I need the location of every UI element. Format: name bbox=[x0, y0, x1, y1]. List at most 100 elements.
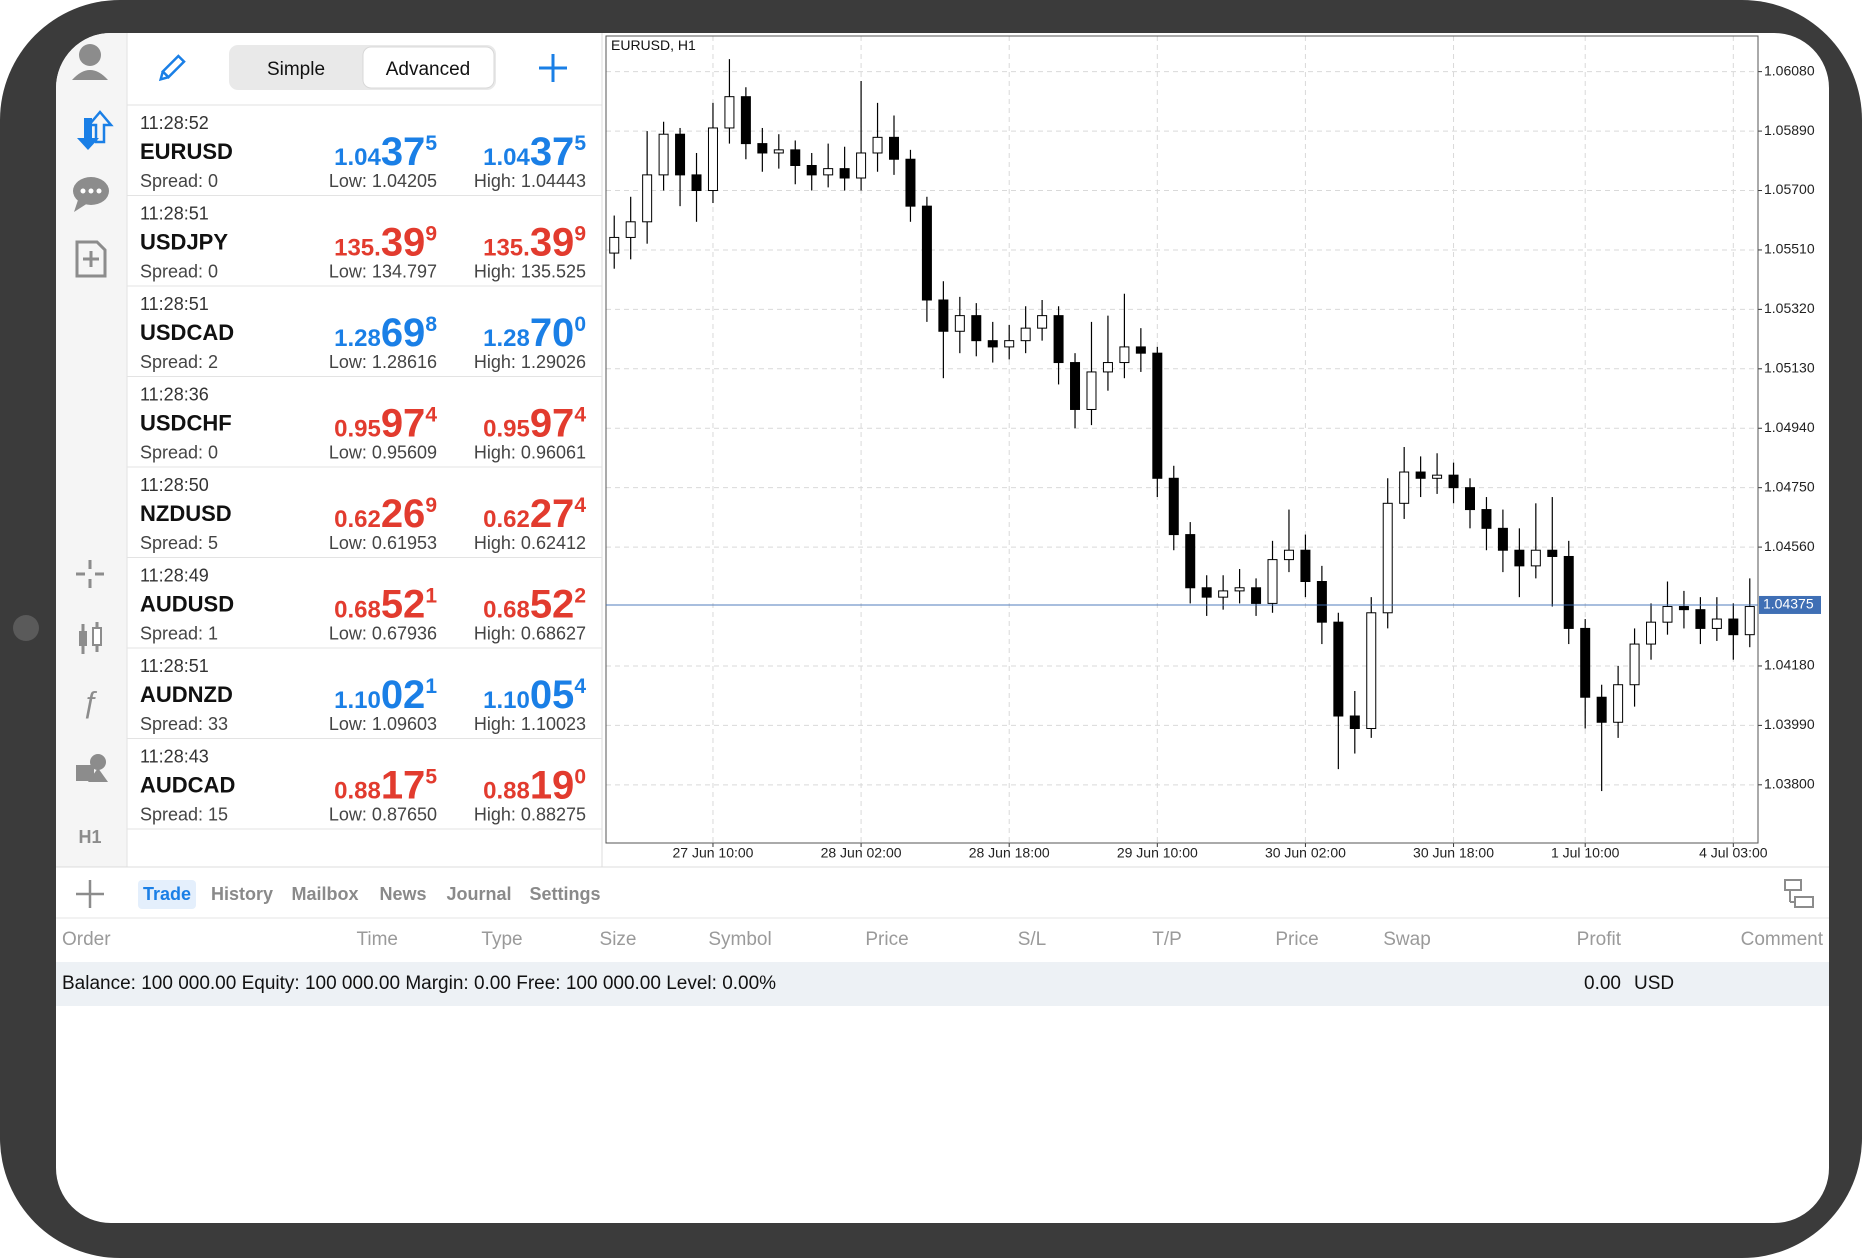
candle-body bbox=[1316, 581, 1327, 623]
price-head: 1.28 bbox=[483, 325, 530, 352]
chart-title: EURUSD, H1 bbox=[611, 37, 696, 53]
x-tick-label: 28 Jun 02:00 bbox=[821, 845, 902, 861]
price-head: 135. bbox=[334, 235, 381, 262]
plus-icon[interactable] bbox=[539, 54, 567, 82]
x-tick-label: 1 Jul 10:00 bbox=[1551, 845, 1620, 861]
timeframe[interactable]: H1 bbox=[78, 827, 101, 847]
quote-high: High: 0.96061 bbox=[474, 443, 586, 463]
crosshair-icon[interactable] bbox=[76, 560, 104, 588]
x-tick-label: 28 Jun 18:00 bbox=[969, 845, 1050, 861]
chart-type-icon[interactable] bbox=[79, 622, 102, 654]
price-tail: 9 bbox=[574, 223, 586, 246]
candle-body bbox=[856, 152, 867, 179]
pencil-icon[interactable] bbox=[158, 54, 186, 82]
price: 0.95974 bbox=[334, 402, 437, 446]
candle-body bbox=[1530, 549, 1541, 567]
candle-body bbox=[1563, 555, 1574, 629]
price: 1.28700 bbox=[483, 311, 586, 355]
candle-body bbox=[1744, 606, 1755, 636]
y-tick-label: 1.05700 bbox=[1764, 181, 1815, 197]
quotes-icon[interactable] bbox=[77, 110, 114, 150]
price-big: 70 bbox=[530, 311, 575, 355]
candle-body bbox=[625, 221, 636, 238]
quote-spread: Spread: 2 bbox=[140, 352, 218, 372]
candle-body bbox=[1448, 474, 1459, 489]
y-tick-label: 1.03990 bbox=[1764, 716, 1815, 732]
column-header: Type bbox=[481, 929, 522, 950]
price: 0.95974 bbox=[483, 402, 586, 446]
candle-body bbox=[1053, 315, 1064, 364]
quote-high: High: 1.10023 bbox=[474, 714, 586, 734]
mode-button[interactable]: Advanced bbox=[386, 59, 471, 80]
candle-body bbox=[1580, 627, 1591, 698]
new-order-icon[interactable] bbox=[75, 240, 107, 278]
price-head: 0.88 bbox=[334, 778, 381, 805]
quote-spread: Spread: 0 bbox=[140, 171, 218, 191]
price-head: 1.28 bbox=[334, 325, 381, 352]
candle-body bbox=[938, 299, 949, 332]
tab[interactable]: News bbox=[379, 884, 426, 904]
price-big: 52 bbox=[381, 583, 426, 627]
mode-button[interactable]: Simple bbox=[267, 59, 325, 80]
price: 0.88175 bbox=[334, 764, 437, 808]
tab-active-bg bbox=[138, 880, 196, 909]
content: Simple Advanced 11:28:52 EURUSD Spread: 0 1.0… bbox=[62, 35, 1824, 994]
quote-time: 11:28:49 bbox=[140, 566, 209, 586]
column-header: Swap bbox=[1383, 929, 1431, 950]
price: 0.68521 bbox=[334, 583, 437, 627]
price-head: 0.88 bbox=[483, 778, 530, 805]
quote-symbol: AUDCAD bbox=[140, 773, 235, 798]
tab[interactable]: Settings bbox=[529, 884, 600, 904]
y-tick-label: 1.05510 bbox=[1764, 241, 1815, 257]
candle-body bbox=[872, 136, 883, 154]
summary-bg bbox=[56, 962, 1829, 1006]
candle-body bbox=[1613, 684, 1624, 723]
quote-symbol: EURUSD bbox=[140, 139, 233, 164]
price-tail: 2 bbox=[574, 585, 586, 608]
quote-high: High: 135.525 bbox=[474, 262, 586, 282]
quote-high: High: 0.88275 bbox=[474, 805, 586, 825]
price-tail: 5 bbox=[574, 132, 586, 155]
price-tail: 1 bbox=[425, 675, 437, 698]
price-tail: 5 bbox=[425, 766, 437, 789]
price: 0.68522 bbox=[483, 583, 586, 627]
candle-body bbox=[1218, 590, 1229, 598]
tab[interactable]: History bbox=[211, 884, 273, 904]
objects-icon[interactable] bbox=[76, 754, 108, 782]
price-tail: 4 bbox=[425, 404, 437, 427]
chat-icon[interactable] bbox=[73, 177, 109, 212]
tab[interactable]: Journal bbox=[446, 884, 511, 904]
price-big: 97 bbox=[530, 402, 575, 446]
candle-body bbox=[1366, 612, 1377, 730]
tab[interactable]: Mailbox bbox=[291, 884, 358, 904]
candle-body bbox=[889, 136, 899, 160]
price-big: 52 bbox=[530, 583, 575, 627]
quote-high: High: 0.62412 bbox=[474, 533, 586, 553]
price-big: 39 bbox=[381, 221, 426, 265]
add-icon[interactable] bbox=[76, 880, 104, 908]
y-tick-label: 1.05130 bbox=[1764, 360, 1815, 376]
candle-body bbox=[1004, 340, 1015, 348]
price-head: 0.62 bbox=[334, 506, 381, 533]
layout-icon[interactable] bbox=[1784, 879, 1814, 908]
candle-body bbox=[954, 315, 965, 332]
price-tail: 0 bbox=[574, 766, 586, 789]
candle-body bbox=[1020, 327, 1031, 342]
price: 135.399 bbox=[334, 221, 437, 265]
price-tail: 9 bbox=[425, 223, 437, 246]
account-icon[interactable] bbox=[72, 44, 108, 80]
indicators-icon[interactable]: ƒ bbox=[82, 686, 99, 719]
price-head: 1.10 bbox=[483, 687, 530, 714]
quote-time: 11:28:36 bbox=[140, 385, 209, 405]
tab[interactable]: Trade bbox=[143, 884, 191, 904]
column-header: Size bbox=[600, 929, 637, 950]
price-big: 05 bbox=[530, 673, 575, 717]
price: 1.10021 bbox=[334, 673, 437, 717]
price-tail: 5 bbox=[425, 132, 437, 155]
candle-body bbox=[1119, 346, 1130, 364]
candle-body bbox=[675, 133, 686, 176]
candle-body bbox=[839, 168, 850, 179]
quote-spread: Spread: 0 bbox=[140, 262, 218, 282]
candle-body bbox=[1152, 352, 1163, 479]
